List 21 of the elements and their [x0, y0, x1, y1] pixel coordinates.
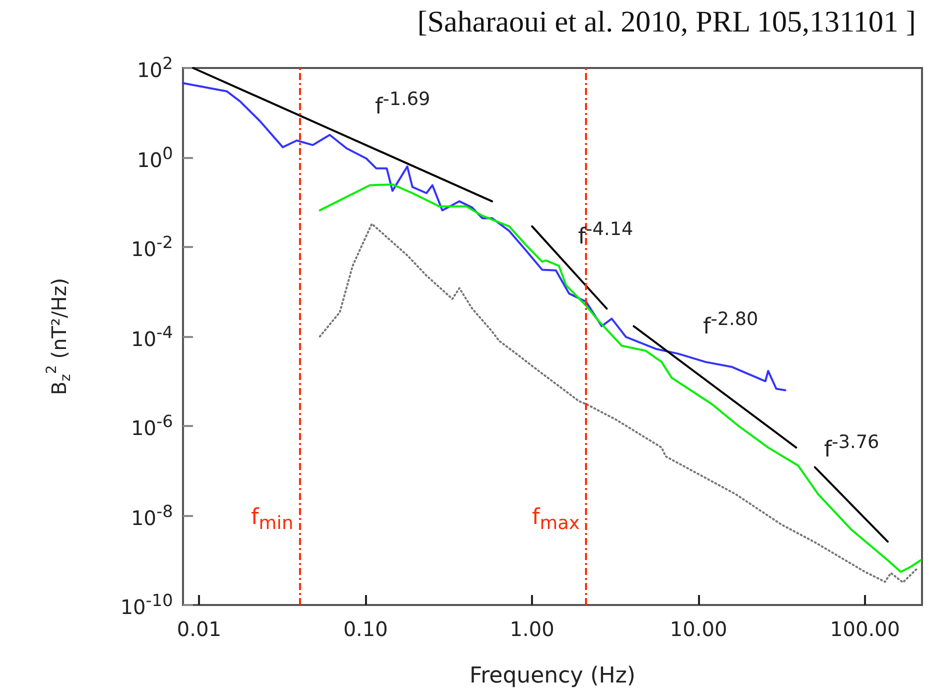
y-tick-label: 10$^{0}$ [136, 144, 173, 172]
y-tick-label: 10$^{-6}$ [130, 412, 173, 440]
y-tick-label: 10$^{-2}$ [130, 233, 173, 261]
annotation: f$^{-2.80}$ [703, 309, 758, 341]
x-tick-label: 10.00 [670, 617, 728, 641]
y-tick-label: 10$^{-4}$ [130, 322, 173, 350]
x-axis-title: Frequency (Hz) [470, 664, 636, 688]
y-tick-label: 10$^{-8}$ [130, 502, 173, 530]
x-tick-label: 100.00 [830, 617, 900, 641]
ref-line-label: f$_{max}$ [532, 504, 580, 536]
x-tick-label: 0.10 [343, 617, 388, 641]
annotation: f$^{-4.14}$ [578, 219, 634, 251]
x-tick-label: 0.01 [176, 617, 222, 641]
y-tick-label: 10$^{2}$ [136, 54, 173, 82]
x-tick-label: 1.00 [510, 617, 554, 641]
annotation: f$^{-3.76}$ [824, 432, 880, 464]
chart-title: [Saharaoui et al. 2010, PRL 105,131101 ] [417, 6, 916, 38]
ref-line-label: f$_{min}$ [251, 504, 294, 536]
annotation: f$^{-1.69}$ [375, 89, 430, 121]
y-tick-label: 10$^{-10}$ [120, 591, 173, 619]
y-axis-title: Bz2 (nT²/Hz) [44, 278, 74, 396]
